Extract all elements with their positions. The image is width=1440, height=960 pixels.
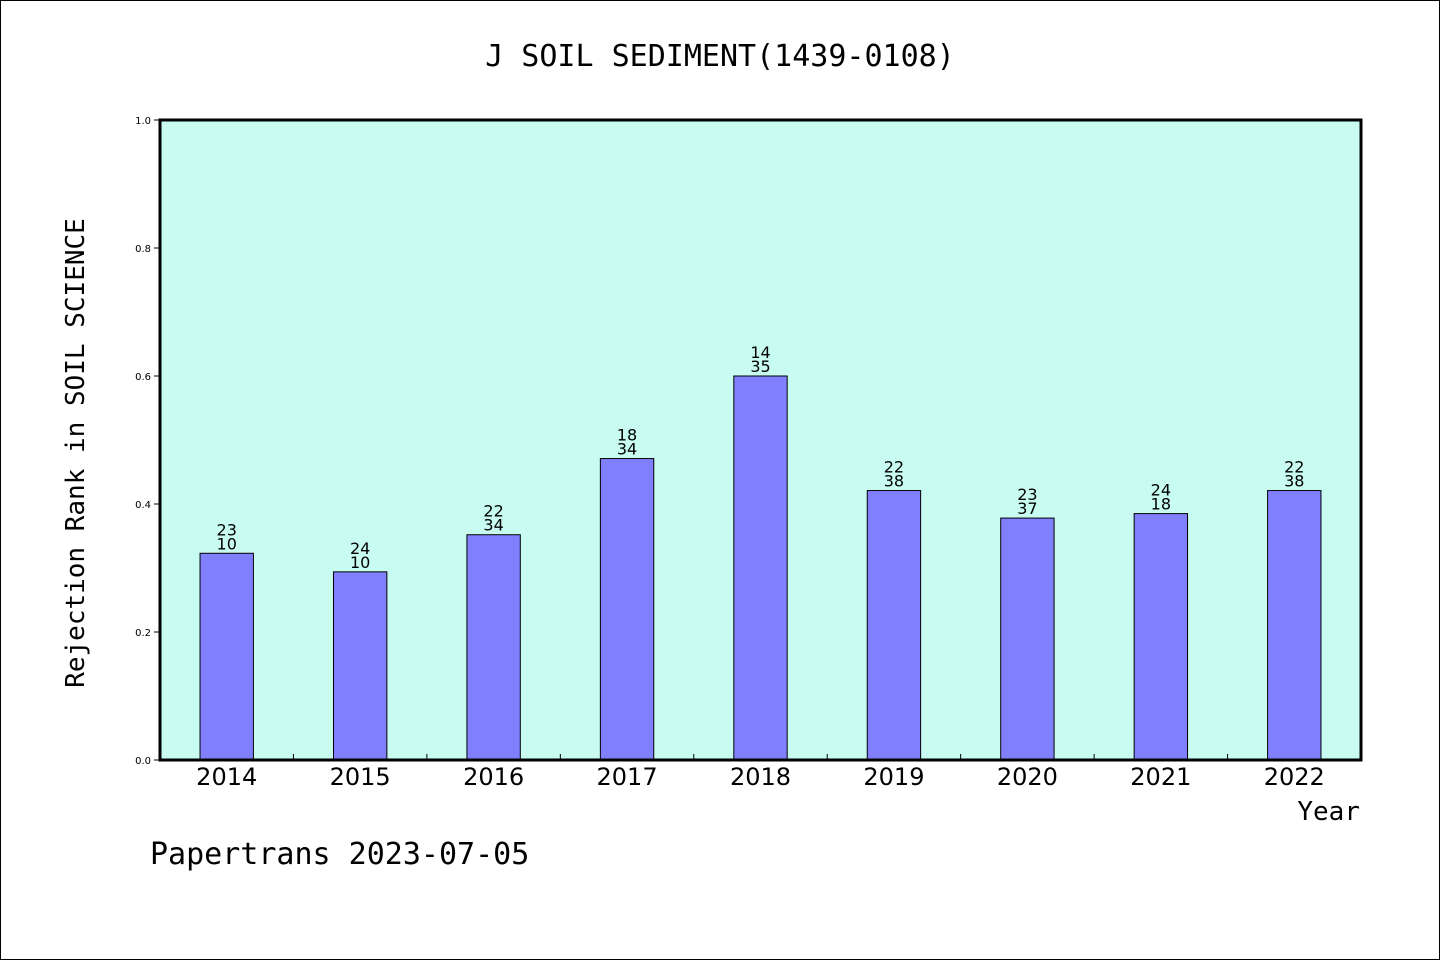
y-tick-label-0.2: 0.2 [135, 628, 151, 639]
y-axis-label: Rejection Rank in SOIL SCIENCE [61, 218, 91, 688]
bar-value-label-2016-1: 22 [483, 502, 503, 521]
bar-value-label-2021-2: 18 [1151, 495, 1171, 514]
bar-2020 [1000, 517, 1055, 761]
bar-value-label-2018-2: 35 [750, 357, 770, 376]
y-ticks-group: 0.0 0.2 0.4 0.6 0.8 1.0 [135, 116, 160, 767]
x-tick-label-2014: 2014 [196, 763, 257, 791]
bar-value-label-2014-2: 10 [217, 534, 237, 553]
bar-value-label-2015-2: 10 [350, 553, 370, 572]
bar-2016 [466, 534, 521, 761]
bar-2022 [1267, 490, 1322, 761]
bar-value-label-2017-2: 34 [617, 440, 637, 459]
plot-border [158, 118, 1363, 762]
bar-value-label-2014-1: 23 [217, 520, 237, 539]
x-tick-label-2021: 2021 [1130, 763, 1191, 791]
y-tick-label-0.6: 0.6 [135, 372, 151, 383]
bar-value-label-2022-2: 38 [1284, 472, 1304, 491]
bar-value-label-2021-1: 24 [1151, 481, 1171, 500]
bar-value-label-2019-2: 38 [884, 472, 904, 491]
y-tick-label-0.0: 0.0 [135, 756, 151, 767]
x-tick-label-2018: 2018 [730, 763, 791, 791]
x-tick-label-2016: 2016 [463, 763, 524, 791]
bar-2019 [866, 490, 922, 761]
bar-value-label-2018-1: 14 [750, 343, 770, 362]
bar-value-label-2020-2: 37 [1017, 499, 1037, 518]
footer-text: Papertrans 2023-07-05 [150, 837, 529, 872]
y-tick-label-0.8: 0.8 [135, 244, 151, 255]
bar-2018 [733, 375, 788, 761]
bar-value-label-2020-1: 23 [1017, 485, 1037, 504]
x-tick-label-2022: 2022 [1264, 763, 1325, 791]
y-tick-label-0.4: 0.4 [135, 500, 151, 511]
bar-value-label-2016-2: 34 [483, 516, 503, 535]
bar-2017 [599, 458, 655, 761]
bar-value-label-2015-1: 24 [350, 539, 370, 558]
bar-2014 [199, 552, 254, 761]
bar-2021 [1133, 513, 1189, 761]
chart-title: J SOIL SEDIMENT(1439-0108) [485, 39, 955, 74]
x-tick-label-2019: 2019 [863, 763, 924, 791]
x-tick-label-2017: 2017 [597, 763, 658, 791]
y-tick-label-1.0: 1.0 [135, 116, 151, 127]
bar-value-label-2022-1: 22 [1284, 458, 1304, 477]
x-tick-label-2015: 2015 [330, 763, 391, 791]
bar-value-label-2017-1: 18 [617, 426, 637, 445]
x-axis-label: Year [1297, 797, 1360, 827]
bars-group [199, 375, 1322, 761]
x-ticks-group: 2014 2015 2016 2017 2018 2019 2020 2021 2022 [196, 754, 1325, 791]
x-tick-label-2020: 2020 [997, 763, 1058, 791]
bar-value-label-2019-1: 22 [884, 458, 904, 477]
bar-2015 [332, 571, 388, 761]
